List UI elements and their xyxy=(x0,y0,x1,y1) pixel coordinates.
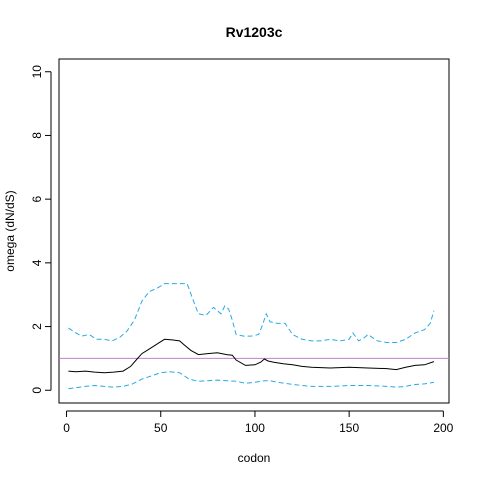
series-layer xyxy=(59,283,449,390)
y-tick-label: 10 xyxy=(30,65,44,79)
y-tick-label: 0 xyxy=(30,387,44,394)
x-tick-label: 200 xyxy=(433,421,453,435)
chart-title: Rv1203c xyxy=(226,24,283,40)
x-tick-label: 50 xyxy=(154,421,168,435)
y-tick-label: 8 xyxy=(30,132,44,139)
x-axis: 0 50 100 150 200 xyxy=(63,410,454,435)
y-tick-label: 6 xyxy=(30,195,44,202)
y-axis: 0 2 4 6 8 10 xyxy=(30,65,52,394)
y-tick-label: 2 xyxy=(30,323,44,330)
x-tick-label: 150 xyxy=(339,421,359,435)
y-tick-label: 4 xyxy=(30,259,44,266)
x-tick-label: 100 xyxy=(245,421,265,435)
plot-frame xyxy=(58,58,450,404)
series-upper-line xyxy=(68,283,435,343)
y-axis-label: omega (dN/dS) xyxy=(3,190,17,271)
series-lower-line xyxy=(68,371,434,390)
x-tick-label: 0 xyxy=(63,421,70,435)
series-estimate-line xyxy=(68,338,435,374)
x-axis-label: codon xyxy=(238,451,271,465)
